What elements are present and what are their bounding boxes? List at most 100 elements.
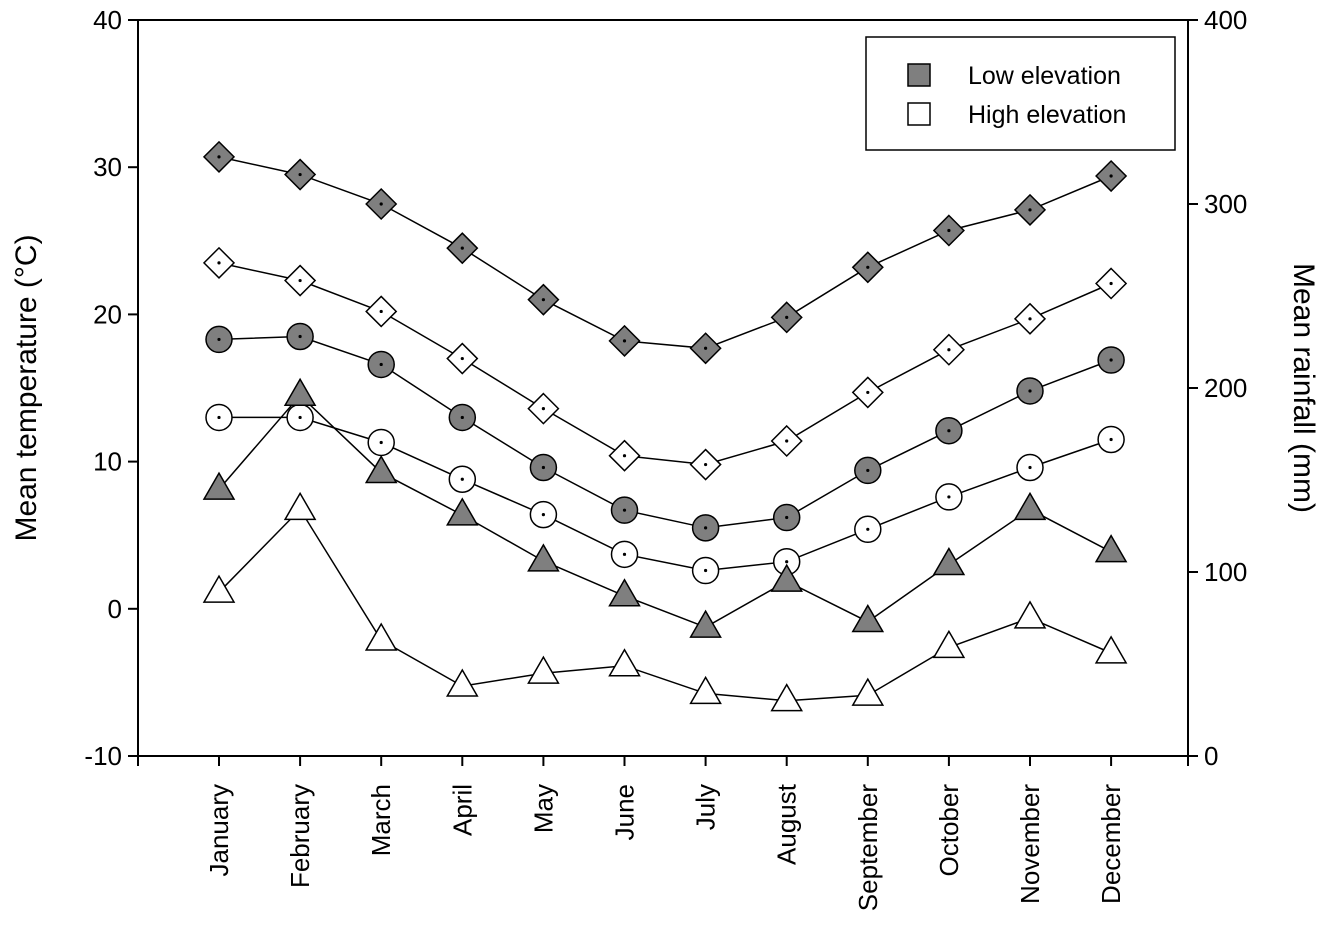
- marker-high-circle-dot: [704, 568, 708, 573]
- marker-low-diamond-dot: [947, 228, 951, 233]
- x-category-label: May: [528, 784, 558, 833]
- marker-high-triangle: [364, 622, 398, 651]
- marker-low-circle-dot: [460, 415, 464, 420]
- marker-low-diamond-dot: [1028, 208, 1032, 212]
- marker-low-triangle: [527, 543, 560, 572]
- marker-high-circle-dot: [379, 440, 383, 445]
- legend-box: [865, 36, 1176, 151]
- marker-high-circle-dot: [541, 512, 546, 517]
- marker-low-circle-dot: [622, 508, 627, 512]
- marker-high-diamond-dot: [704, 462, 708, 467]
- marker-low-diamond-dot: [1109, 174, 1113, 178]
- right-axis-ticks: 0 100 200 300 400: [1188, 5, 1247, 771]
- left-tick-label: 20: [93, 299, 122, 329]
- marker-high-diamond-dot: [866, 390, 870, 395]
- marker-high-triangle: [202, 574, 236, 603]
- marker-high-diamond-dot: [1028, 317, 1032, 321]
- marker-low-circle-dot: [541, 465, 546, 470]
- marker-high-triangle: [851, 677, 885, 706]
- legend-swatch-high: [907, 102, 931, 126]
- left-axis-ticks: -10 0 10 20 30 40: [84, 5, 138, 771]
- marker-high-diamond-dot: [217, 261, 221, 265]
- right-tick-label: 0: [1204, 741, 1218, 771]
- x-category-label: October: [934, 784, 964, 877]
- legend-label-high: High elevation: [968, 101, 1126, 129]
- marker-high-circle-dot: [1028, 465, 1032, 470]
- x-category-label: June: [610, 784, 640, 840]
- marker-high-circle-dot: [785, 560, 789, 564]
- marker-high-circle-dot: [460, 477, 464, 481]
- marker-high-diamond-dot: [298, 278, 302, 283]
- marker-high-diamond-dot: [541, 407, 546, 411]
- marker-low-diamond-dot: [460, 246, 464, 250]
- marker-low-triangle: [1013, 491, 1047, 521]
- x-category-label: January: [204, 784, 234, 877]
- x-category-label: March: [366, 784, 396, 856]
- marker-low-circle-dot: [704, 526, 708, 530]
- legend-label-low: Low elevation: [968, 62, 1121, 90]
- marker-low-circle-dot: [379, 362, 383, 367]
- series-markers: [202, 140, 1128, 712]
- x-category-label: August: [772, 783, 802, 865]
- x-axis-ticks: January February March April May June July Augu…: [137, 756, 1189, 912]
- marker-low-diamond-dot: [622, 339, 627, 343]
- right-tick-label: 300: [1204, 189, 1247, 219]
- marker-high-triangle: [770, 683, 803, 712]
- marker-high-triangle: [608, 648, 641, 677]
- marker-low-triangle: [608, 578, 641, 607]
- left-tick-label: 30: [93, 152, 122, 182]
- x-category-label: September: [853, 784, 883, 912]
- marker-low-triangle: [770, 563, 803, 592]
- marker-low-triangle: [446, 497, 479, 526]
- left-tick-label: 10: [93, 447, 122, 477]
- x-category-label: February: [285, 784, 315, 888]
- series-line-low-circle: [218, 335, 1112, 529]
- marker-high-circle-dot: [866, 527, 870, 531]
- marker-high-triangle: [689, 675, 722, 705]
- marker-low-triangle: [283, 377, 317, 406]
- marker-high-circle-dot: [1109, 437, 1113, 442]
- marker-high-triangle: [932, 629, 966, 659]
- right-tick-label: 100: [1204, 557, 1247, 587]
- marker-low-circle-dot: [785, 515, 789, 520]
- marker-low-diamond-dot: [379, 202, 383, 206]
- marker-high-diamond-dot: [622, 454, 627, 458]
- marker-low-circle-dot: [298, 334, 302, 339]
- right-tick-label: 400: [1204, 5, 1247, 35]
- marker-low-diamond-dot: [866, 265, 870, 269]
- marker-high-triangle: [1094, 635, 1128, 664]
- series-line-high-triangle: [218, 508, 1112, 702]
- left-axis-title: Mean temperature (°C): [10, 234, 43, 541]
- legend-swatch-low: [907, 63, 931, 87]
- marker-low-circle-dot: [1109, 358, 1113, 362]
- x-category-label: April: [447, 784, 477, 836]
- marker-high-triangle: [527, 655, 560, 684]
- right-axis-title: Mean rainfall (mm): [1287, 263, 1320, 513]
- marker-low-circle-dot: [866, 468, 870, 473]
- series-line-high-circle: [219, 416, 1112, 572]
- marker-low-circle-dot: [947, 429, 951, 433]
- marker-low-diamond-dot: [217, 155, 221, 159]
- right-tick-label: 200: [1204, 373, 1247, 403]
- left-tick-label: 0: [108, 594, 122, 624]
- marker-low-circle-dot: [217, 337, 221, 342]
- series-line-low-diamond: [218, 156, 1112, 350]
- x-category-label: December: [1096, 784, 1126, 904]
- left-tick-label: 40: [93, 5, 122, 35]
- x-category-label: July: [691, 784, 721, 830]
- marker-high-diamond-dot: [460, 356, 464, 361]
- series-line-low-triangle: [218, 394, 1112, 629]
- marker-high-diamond-dot: [379, 309, 383, 314]
- marker-high-triangle: [1013, 600, 1047, 629]
- marker-high-diamond-dot: [947, 348, 951, 352]
- marker-high-diamond-dot: [1109, 281, 1113, 286]
- marker-low-triangle: [364, 455, 398, 484]
- marker-high-circle-dot: [217, 415, 221, 420]
- marker-low-diamond-dot: [541, 298, 546, 302]
- x-category-label: November: [1015, 784, 1045, 904]
- marker-low-triangle: [689, 609, 722, 638]
- marker-low-diamond-dot: [298, 172, 302, 177]
- marker-high-triangle: [446, 668, 479, 697]
- marker-low-triangle: [1094, 534, 1128, 563]
